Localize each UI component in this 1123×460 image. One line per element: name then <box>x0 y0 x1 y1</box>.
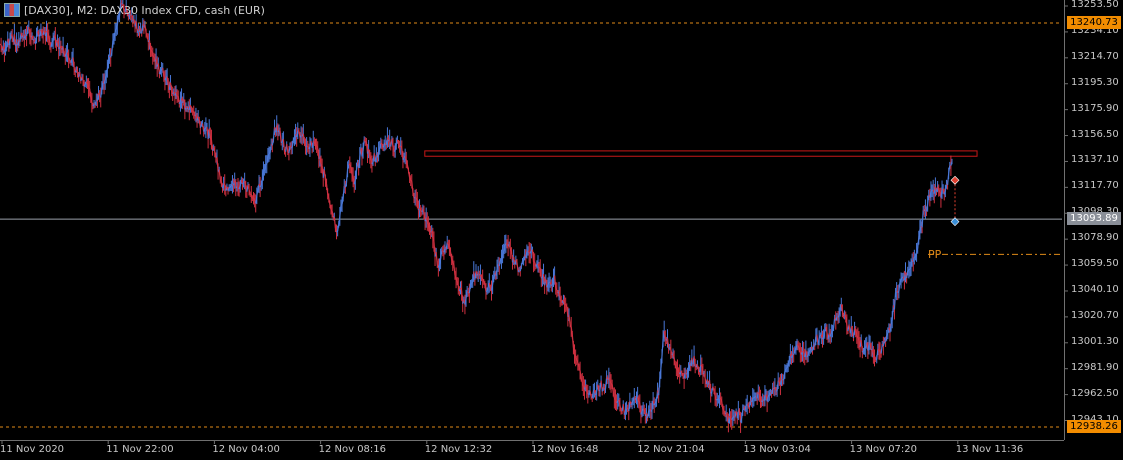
chart-title: [DAX30], M2: DAX30 Index CFD, cash (EUR) <box>24 4 265 17</box>
x-tick-label: 12 Nov 08:16 <box>319 444 386 455</box>
y-tick-label: 13253.50 <box>1071 0 1119 10</box>
resistance-zone <box>425 151 977 156</box>
upper-level-price-tag: 13240.73 <box>1067 16 1121 29</box>
y-tick-label: 13137.10 <box>1071 154 1119 165</box>
lower-level-price-tag: 12938.26 <box>1067 420 1121 433</box>
x-tick-label: 13 Nov 11:36 <box>956 444 1023 455</box>
y-tick-label: 13117.70 <box>1071 180 1119 191</box>
y-tick-label: 13175.90 <box>1071 103 1119 114</box>
x-tick-label: 13 Nov 03:04 <box>743 444 810 455</box>
chart-header: [DAX30], M2: DAX30 Index CFD, cash (EUR) <box>4 2 265 18</box>
x-tick-label: 12 Nov 12:32 <box>425 444 492 455</box>
x-tick-label: 12 Nov 16:48 <box>531 444 598 455</box>
x-tick-label: 11 Nov 2020 <box>0 444 64 455</box>
y-tick-label: 13040.10 <box>1071 284 1119 295</box>
y-tick-label: 13156.50 <box>1071 129 1119 140</box>
y-tick-label: 12981.90 <box>1071 362 1119 373</box>
pivot-point-label: PP <box>928 248 941 261</box>
y-tick-label: 13001.30 <box>1071 336 1119 347</box>
y-tick-label: 12962.50 <box>1071 388 1119 399</box>
current-price-tag: 13093.89 <box>1067 212 1121 225</box>
y-tick-label: 13078.90 <box>1071 232 1119 243</box>
chart-icon <box>4 3 20 17</box>
y-tick-label: 13195.30 <box>1071 77 1119 88</box>
y-tick-label: 13059.50 <box>1071 258 1119 269</box>
x-tick-label: 11 Nov 22:00 <box>106 444 173 455</box>
entry-marker <box>951 176 959 184</box>
x-tick-label: 12 Nov 21:04 <box>637 444 704 455</box>
y-tick-label: 13214.70 <box>1071 51 1119 62</box>
x-tick-label: 12 Nov 04:00 <box>212 444 279 455</box>
y-tick-label: 13020.70 <box>1071 310 1119 321</box>
x-tick-label: 13 Nov 07:20 <box>850 444 917 455</box>
